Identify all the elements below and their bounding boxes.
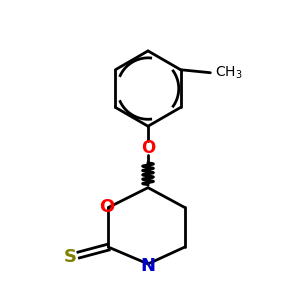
Text: S: S [64,248,77,266]
Text: O: O [141,139,155,157]
Text: N: N [140,257,155,275]
Text: CH$_3$: CH$_3$ [215,64,243,81]
Text: O: O [99,199,114,217]
